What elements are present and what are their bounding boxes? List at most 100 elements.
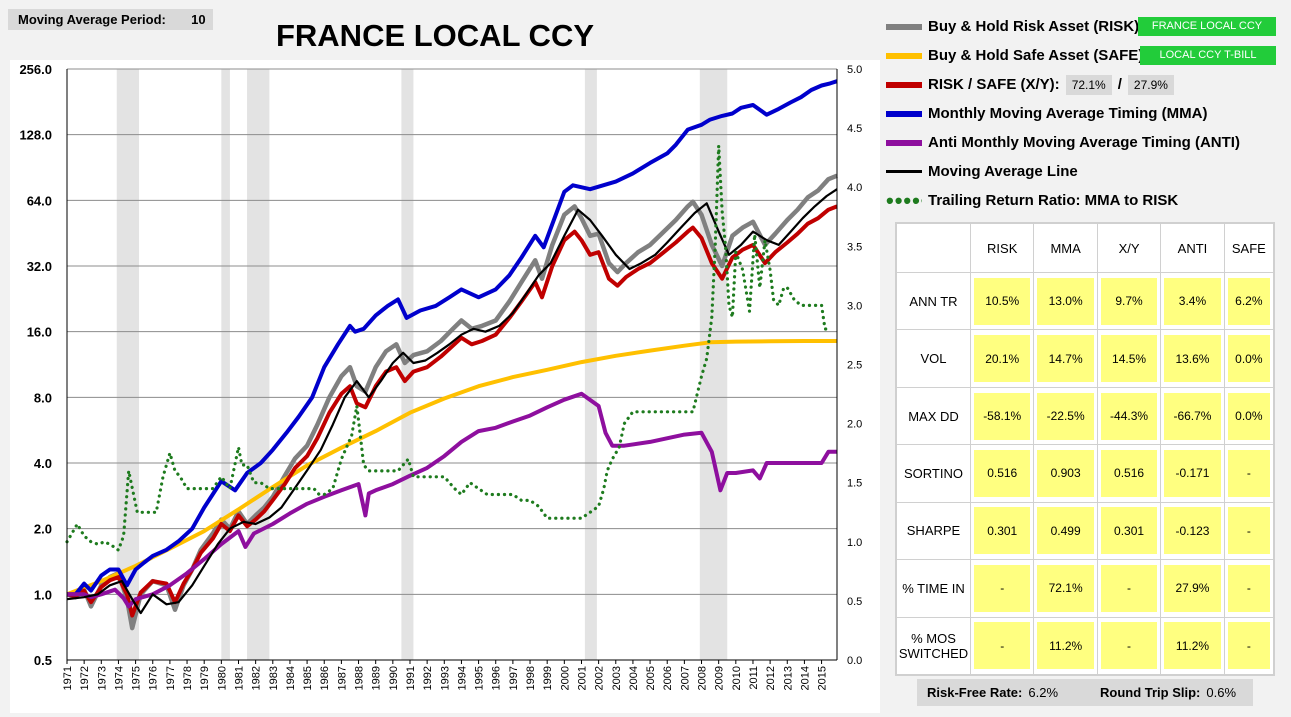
legend-item-mma: Monthly Moving Average Timing (MMA) xyxy=(886,99,1286,128)
legend-item-ma-line: Moving Average Line xyxy=(886,157,1286,186)
x-tick-label: 1978 xyxy=(182,666,194,690)
x-tick-label: 2005 xyxy=(645,666,657,690)
stats-row-label: SHARPE xyxy=(896,501,971,561)
legend-label-risk: Buy & Hold Risk Asset (RISK): xyxy=(928,18,1145,35)
stats-cell: - xyxy=(1100,622,1158,670)
risk-free-rate-value: 6.2% xyxy=(1028,685,1059,700)
stats-cell: - xyxy=(1227,622,1270,670)
stats-cell: 0.499 xyxy=(1037,507,1094,555)
series-line-mma xyxy=(67,79,838,597)
x-tick-label: 1984 xyxy=(285,666,297,690)
stats-cell: 0.301 xyxy=(974,507,1031,555)
recession-band xyxy=(221,69,230,660)
x-tick-label: 1983 xyxy=(268,666,280,690)
ma-period-value[interactable]: 10 xyxy=(191,12,206,27)
stats-cell: 27.9% xyxy=(1164,564,1221,612)
y2-tick-label: 3.0 xyxy=(847,300,862,312)
x-tick-label: 1992 xyxy=(422,666,434,690)
x-tick-label: 1994 xyxy=(456,666,468,690)
stats-row-ann-tr: ANN TR 10.5% 13.0% 9.7% 3.4% 6.2% xyxy=(896,271,1275,331)
stats-cell: -0.123 xyxy=(1164,507,1221,555)
legend-swatch-mma xyxy=(886,110,922,117)
x-tick-label: 1977 xyxy=(165,666,177,690)
x-tick-label: 1998 xyxy=(525,666,537,690)
y2-tick-label: 0.0 xyxy=(847,655,862,667)
axes: 0.5 1.0 2.0 4.0 8.0 16.0 32.0 64.0 128.0 256.0 0.0… xyxy=(19,62,862,690)
stats-cell: - xyxy=(1100,564,1158,612)
x-tick-label: 2009 xyxy=(714,666,726,690)
recession-band xyxy=(247,69,270,660)
chart-title: FRANCE LOCAL CCY xyxy=(275,18,595,53)
stats-col-header: SAFE xyxy=(1223,223,1275,273)
round-trip-slip-value: 0.6% xyxy=(1206,685,1237,700)
y-tick-label: 1.0 xyxy=(34,587,52,602)
y2-tick-label: 3.5 xyxy=(847,241,862,253)
stats-cell: - xyxy=(974,564,1031,612)
series-line-safe xyxy=(66,339,837,597)
x-tick-label: 2001 xyxy=(576,666,588,690)
y2-tick-label: 5.0 xyxy=(847,64,862,76)
stats-row-label: % MOS SWITCHED xyxy=(896,616,971,676)
legend-item-safe: Buy & Hold Safe Asset (SAFE): LOCAL CCY … xyxy=(886,41,1286,70)
ma-period-label: Moving Average Period: xyxy=(18,12,166,27)
risk-asset-tag[interactable]: FRANCE LOCAL CCY xyxy=(1138,17,1276,36)
stats-cell: -66.7% xyxy=(1164,392,1221,440)
y-tick-label: 64.0 xyxy=(27,193,52,208)
x-tick-label: 1988 xyxy=(354,666,366,690)
x-tick-label: 2000 xyxy=(559,666,571,690)
legend-item-xy: RISK / SAFE (X/Y): 72.1% / 27.9% xyxy=(886,70,1286,99)
x-tick-label: 1973 xyxy=(96,666,108,690)
y-tick-label: 0.5 xyxy=(34,653,52,668)
stats-cell: 10.5% xyxy=(974,277,1031,325)
series-line-anti xyxy=(67,391,837,609)
stats-cell: -22.5% xyxy=(1037,392,1094,440)
stats-cell: 0.0% xyxy=(1227,392,1270,440)
stats-row-label: VOL xyxy=(896,329,971,388)
legend-swatch-risk xyxy=(886,23,922,30)
x-tick-label: 2011 xyxy=(748,666,760,690)
pct-separator: / xyxy=(1117,76,1122,93)
safe-pct-value: 27.9% xyxy=(1127,74,1174,95)
x-tick-label: 1975 xyxy=(131,666,143,690)
legend-label-ratio: Trailing Return Ratio: MMA to RISK xyxy=(928,192,1179,209)
stats-row-sortino: SORTINO 0.516 0.903 0.516 -0.171 - xyxy=(896,444,1275,503)
x-tick-label: 2014 xyxy=(799,666,811,690)
stats-cell: 20.1% xyxy=(974,335,1031,383)
moving-average-period: Moving Average Period: 10 xyxy=(8,9,213,30)
y-tick-label: 4.0 xyxy=(34,456,52,471)
x-tick-label: 1981 xyxy=(233,666,245,690)
stats-row-label: SORTINO xyxy=(896,444,971,503)
stats-cell: 0.516 xyxy=(1100,449,1158,497)
safe-asset-tag[interactable]: LOCAL CCY T-BILL xyxy=(1140,46,1276,65)
risk-free-rate-label: Risk-Free Rate: xyxy=(927,685,1023,700)
x-tick-label: 2002 xyxy=(594,666,606,690)
stats-cell: 0.903 xyxy=(1037,449,1094,497)
y-tick-label: 8.0 xyxy=(34,390,52,405)
recession-band xyxy=(116,69,140,660)
series-line-xy xyxy=(66,204,838,618)
x-tick-label: 2008 xyxy=(697,666,709,690)
y-tick-label: 128.0 xyxy=(19,128,52,143)
y2-tick-label: 1.0 xyxy=(847,537,862,549)
legend-swatch-ma-line xyxy=(886,170,922,173)
legend: Buy & Hold Risk Asset (RISK): FRANCE LOC… xyxy=(886,12,1286,215)
recession-bands xyxy=(116,69,728,660)
x-tick-label: 1993 xyxy=(439,666,451,690)
series-lines xyxy=(65,79,838,631)
x-tick-label: 1995 xyxy=(474,666,486,690)
x-tick-label: 1990 xyxy=(388,666,400,690)
x-tick-label: 1972 xyxy=(79,666,91,690)
chart-area-background xyxy=(10,60,880,713)
x-tick-label: 1989 xyxy=(371,666,383,690)
risk-free-rate: Risk-Free Rate: 6.2% xyxy=(917,679,1096,706)
stats-cell: 13.6% xyxy=(1164,335,1221,383)
y2-tick-label: 4.5 xyxy=(847,123,862,135)
stats-col-header: ANTI xyxy=(1160,223,1225,273)
stats-table: RISK MMA X/Y ANTI SAFE ANN TR 10.5% 13.0… xyxy=(895,222,1275,676)
recession-band xyxy=(401,69,414,660)
stats-cell: 72.1% xyxy=(1037,564,1094,612)
x-tick-label: 1976 xyxy=(148,666,160,690)
x-tick-label: 2010 xyxy=(731,666,743,690)
x-tick-label: 2004 xyxy=(628,666,640,690)
